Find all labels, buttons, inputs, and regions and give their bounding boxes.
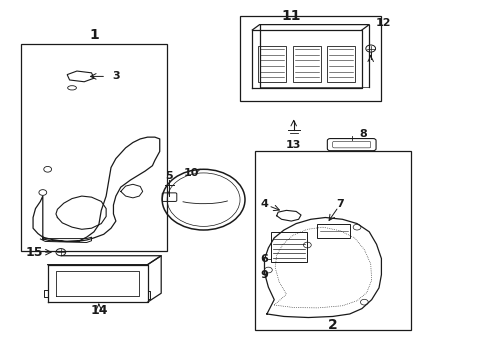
Text: 6: 6 xyxy=(261,254,269,264)
Bar xyxy=(240,16,381,102)
Text: 14: 14 xyxy=(90,304,108,317)
Text: 9: 9 xyxy=(261,270,269,280)
Text: 5: 5 xyxy=(166,171,173,181)
Text: 15: 15 xyxy=(26,246,43,258)
Text: 8: 8 xyxy=(359,129,367,139)
Bar xyxy=(255,152,411,330)
Text: 1: 1 xyxy=(89,28,99,42)
Text: 7: 7 xyxy=(336,199,344,209)
Text: 4: 4 xyxy=(261,199,269,209)
Bar xyxy=(258,46,287,82)
Bar xyxy=(327,46,355,82)
Text: 3: 3 xyxy=(112,71,120,81)
Text: 13: 13 xyxy=(286,140,301,150)
Text: 11: 11 xyxy=(282,9,301,23)
Bar xyxy=(293,46,321,82)
Bar xyxy=(271,232,307,262)
Text: 10: 10 xyxy=(184,168,199,178)
Text: 2: 2 xyxy=(328,318,338,332)
Bar xyxy=(317,224,350,238)
Bar xyxy=(21,44,167,251)
Text: 12: 12 xyxy=(376,18,392,28)
